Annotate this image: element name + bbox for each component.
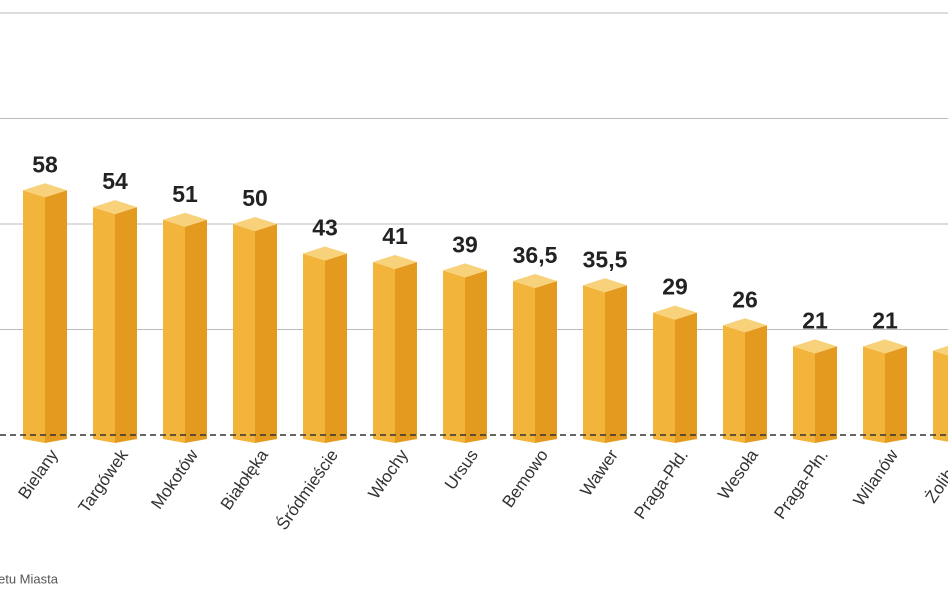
bar-top [443, 263, 487, 278]
bar-top [303, 246, 347, 261]
bar-top [583, 278, 627, 293]
value-label: 51 [172, 181, 198, 207]
bar-top [163, 212, 207, 227]
bar-top [793, 339, 837, 354]
x-tick-label: Bemowo [498, 446, 552, 511]
bar-side [45, 190, 67, 443]
bar-top [93, 200, 137, 215]
bar-side [885, 346, 907, 443]
x-tick-label: Wesoła [714, 446, 762, 504]
bar-top [723, 318, 767, 333]
bar-top [233, 217, 277, 231]
value-label: 58 [32, 151, 58, 177]
bar-side [395, 261, 417, 443]
bar [793, 346, 815, 443]
source: etu Miasta [0, 571, 59, 586]
x-tick-label: Włochy [364, 446, 412, 503]
bar [163, 219, 185, 443]
bar [303, 253, 325, 443]
bar-side [605, 285, 627, 443]
bar-side [325, 253, 347, 443]
value-label: 21 [802, 307, 828, 333]
x-tick-label: Śródmieście [273, 446, 342, 534]
value-label: 29 [662, 274, 688, 300]
bar [933, 350, 948, 442]
bar-top [23, 183, 67, 198]
bar [653, 312, 675, 443]
x-tick-label: Ursus [441, 446, 482, 493]
bar-side [535, 280, 557, 443]
value-label: 50 [242, 185, 268, 211]
bar [373, 261, 395, 443]
bar-side [115, 207, 137, 443]
bar-top [933, 345, 948, 356]
bar-side [255, 224, 277, 443]
value-label: 21 [872, 307, 898, 333]
bar-top [653, 305, 697, 320]
x-tick-label: Targówek [75, 446, 133, 517]
value-label: 36,5 [513, 242, 558, 268]
bar [23, 190, 45, 443]
bar [233, 224, 255, 443]
bar [723, 325, 745, 443]
bar [583, 285, 605, 443]
value-label: 26 [732, 286, 758, 312]
bar [513, 280, 535, 443]
x-tick-label: Praga-Płd. [630, 446, 692, 523]
value-label: 39 [452, 231, 478, 257]
bar-side [815, 346, 837, 443]
value-label: 41 [382, 223, 408, 249]
bar-side [465, 270, 487, 443]
bar-top [863, 339, 907, 354]
x-tick-label: Wilanów [850, 445, 903, 509]
x-tick-label: Żoliborz [922, 446, 948, 506]
bar-top [513, 273, 557, 288]
value-label: 35,5 [583, 246, 628, 272]
x-tick-label: Praga-Płn. [770, 446, 832, 523]
x-tick-label: Wawer [576, 446, 622, 500]
value-label: 54 [102, 168, 128, 194]
bar [443, 270, 465, 443]
bar-side [185, 219, 207, 443]
bar-side [675, 312, 697, 443]
x-tick-label: Bielany [14, 446, 62, 503]
bar [93, 207, 115, 443]
x-tick-label: Mokotów [147, 445, 202, 512]
bar-top [373, 254, 417, 269]
bar [863, 346, 885, 443]
bar-side [745, 325, 767, 443]
value-label: 43 [312, 215, 338, 241]
x-tick-label: Białołęka [217, 446, 272, 514]
